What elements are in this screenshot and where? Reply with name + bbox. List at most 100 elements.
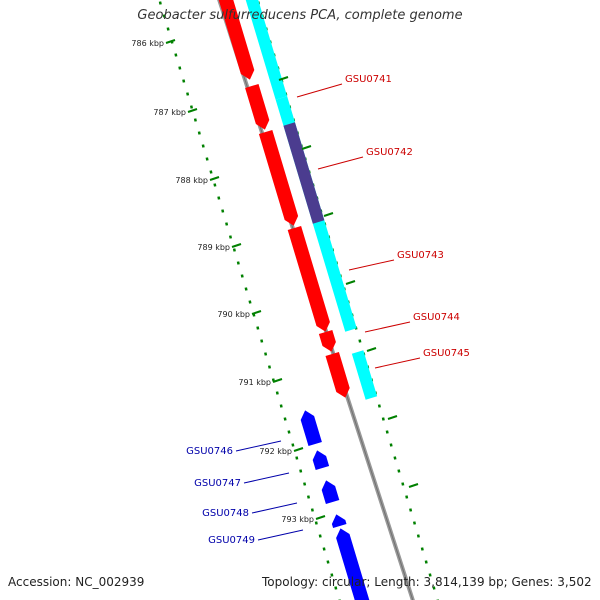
scale-dots-right	[393, 456, 397, 460]
gene-GSU0749-arrow	[336, 528, 370, 600]
gene-GSU0742-arrow	[245, 83, 270, 130]
gene-GSU0749a-arrow	[331, 514, 347, 529]
scale-dots-right	[389, 443, 393, 447]
scale-dots-left	[334, 586, 338, 590]
major-tick-left	[251, 310, 262, 315]
scale-dots-right	[385, 430, 389, 434]
scale-dots-left	[174, 53, 178, 57]
gene-label-GSU0743: GSU0743	[397, 250, 444, 261]
gene-label-GSU0744: GSU0744	[413, 312, 460, 323]
scale-dots-left	[225, 222, 229, 226]
scale-dots-left	[236, 261, 240, 265]
scale-dots-left	[197, 131, 201, 135]
major-tick-left	[187, 108, 198, 113]
scale-dots-left	[178, 66, 182, 70]
scale-dots-left	[287, 430, 291, 434]
gene-label-leader	[296, 83, 343, 98]
scale-dots-right	[358, 339, 362, 343]
gene-label-GSU0745: GSU0745	[423, 348, 470, 359]
scale-dots-left	[217, 196, 221, 200]
major-tick-left	[272, 378, 283, 383]
scale-dots-right	[420, 547, 424, 551]
gene-GSU0746-arrow	[300, 410, 322, 447]
gene-label-leader	[251, 502, 298, 514]
scale-dots-left	[264, 352, 268, 356]
gene-label-GSU0748: GSU0748	[202, 508, 249, 519]
scale-dots-left	[303, 482, 307, 486]
scale-dots-left	[291, 443, 295, 447]
gene-label-GSU0749: GSU0749	[208, 535, 255, 546]
gene-label-leader	[235, 440, 282, 452]
scale-dots-right	[428, 573, 432, 577]
scale-dots-right	[397, 469, 401, 473]
scale-dots-left	[306, 495, 311, 499]
scale-dots-right	[377, 404, 381, 408]
forward-feature-band	[245, 0, 288, 100]
gene-GSU0743-arrow	[258, 129, 299, 226]
scale-dots-left	[193, 118, 197, 122]
scale-dots-left	[158, 1, 162, 5]
major-tick-right	[301, 145, 312, 150]
scale-dots-right	[401, 482, 405, 486]
tick-label: 787 kbp	[153, 108, 186, 117]
map-title: Geobacter sulfurreducens PCA, complete g…	[137, 8, 463, 23]
gene-label-leader	[243, 472, 290, 484]
gene-GSU0744-arrow	[287, 225, 330, 332]
scale-dots-left	[232, 248, 236, 252]
gene-label-GSU0741: GSU0741	[345, 74, 392, 85]
scale-dots-right	[424, 560, 428, 564]
scale-dots-left	[209, 170, 213, 174]
gene-label-leader	[374, 357, 421, 369]
scale-dots-left	[213, 183, 217, 187]
scale-dots-left	[205, 157, 209, 161]
topology-text: Topology: circular; Length: 3,814,139 bp…	[262, 575, 592, 589]
scale-dots-left	[240, 274, 244, 278]
major-tick-left	[315, 515, 326, 520]
scale-dots-left	[310, 508, 314, 512]
tick-label: 792 kbp	[259, 447, 292, 456]
scale-dots-left	[186, 92, 190, 96]
gene-label-GSU0747: GSU0747	[194, 478, 241, 489]
scale-dots-left	[244, 287, 248, 291]
scale-dots-left	[228, 235, 233, 239]
scale-dots-right	[432, 586, 436, 590]
gene-GSU0747-arrow	[312, 450, 330, 471]
gene-label-leader	[257, 529, 304, 541]
scale-dots-left	[267, 365, 272, 369]
tick-label: 793 kbp	[281, 515, 314, 524]
tick-label: 790 kbp	[217, 310, 250, 319]
major-tick-right	[408, 483, 419, 488]
major-tick-left	[293, 447, 304, 452]
forward-feature-band-dark	[283, 122, 325, 224]
major-tick-right	[387, 415, 398, 420]
major-tick-left	[231, 243, 242, 248]
scale-dots-left	[318, 534, 322, 538]
forward-feature-band	[351, 350, 378, 400]
major-tick-right	[278, 76, 289, 81]
tick-label: 786 kbp	[131, 39, 164, 48]
scale-dots-left	[326, 560, 330, 564]
accession-text: Accession: NC_002939	[8, 575, 145, 589]
scale-dots-right	[405, 495, 409, 499]
scale-dots-left	[283, 417, 287, 421]
tick-label: 788 kbp	[175, 176, 208, 185]
major-tick-right	[345, 280, 356, 285]
scale-dots-left	[162, 14, 166, 18]
gene-GSU0744b-arrow	[318, 329, 336, 352]
scale-dots-right	[416, 534, 420, 538]
gene-GSU0741-arrow	[218, 0, 255, 80]
gene-label-GSU0742: GSU0742	[366, 147, 413, 158]
scale-dots-left	[295, 456, 299, 460]
scale-dots-left	[322, 547, 326, 551]
scale-dots-left	[221, 209, 225, 213]
major-tick-left	[209, 176, 220, 181]
scale-dots-left	[299, 469, 303, 473]
gene-GSU0745-arrow	[325, 351, 350, 398]
gene-label-leader	[364, 321, 411, 333]
scale-dots-left	[330, 573, 334, 577]
gene-label-leader	[348, 259, 395, 271]
scale-dots-left	[248, 300, 252, 304]
scale-dots-right	[409, 508, 413, 512]
